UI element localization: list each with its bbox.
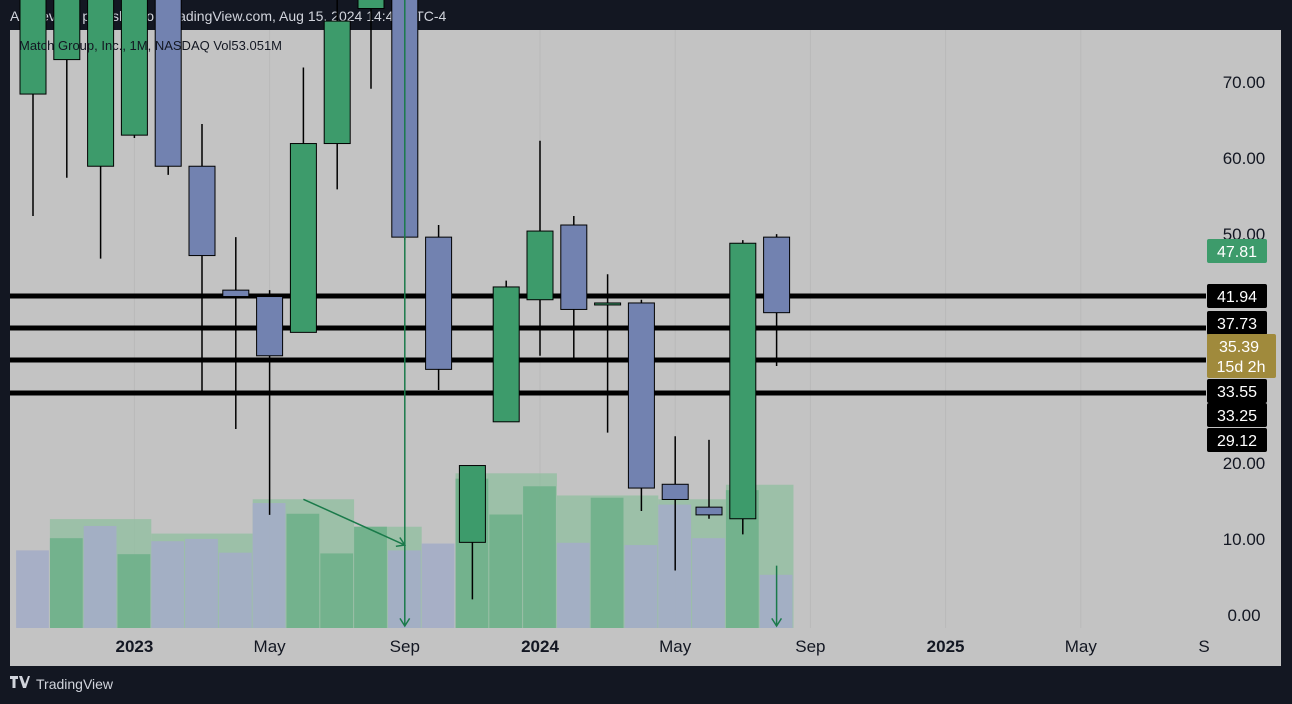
volume-bar <box>692 538 725 628</box>
volume-bar <box>252 503 286 628</box>
candle-body[interactable] <box>188 165 216 257</box>
x-axis-tick: 2023 <box>115 637 153 656</box>
volume-bar <box>151 541 185 628</box>
candle-body[interactable] <box>87 0 115 167</box>
volume-bar <box>354 526 387 628</box>
tradingview-logo-icon <box>10 676 30 690</box>
candle-body[interactable] <box>627 302 655 489</box>
level-tag <box>1207 428 1267 452</box>
x-axis-tick: May <box>1065 637 1098 656</box>
candle-body[interactable] <box>729 242 757 520</box>
candle-body[interactable] <box>154 0 182 167</box>
down-arrow-head <box>399 617 411 628</box>
volume-bar <box>16 550 49 628</box>
y-axis-tick: 70.00 <box>1223 73 1266 92</box>
candle-body[interactable] <box>560 224 588 310</box>
candle-body[interactable] <box>19 0 47 95</box>
candle-body[interactable] <box>425 236 453 370</box>
y-axis-tick: 10.00 <box>1223 530 1266 549</box>
candle-body[interactable] <box>594 302 622 306</box>
level-tag-text: 29.12 <box>1217 433 1257 450</box>
candle-body[interactable] <box>289 143 317 333</box>
candle-body[interactable] <box>256 296 284 357</box>
x-axis-tick: Sep <box>390 637 420 656</box>
candle-body[interactable] <box>222 289 250 298</box>
level-tag-text: 41.94 <box>1217 289 1257 306</box>
symbol-legend: Match Group, Inc., 1M, NASDAQ Vol53.051M <box>19 38 282 53</box>
candle-body[interactable] <box>120 0 148 136</box>
x-axis-tick: 2024 <box>521 637 559 656</box>
last-price-tag <box>1207 239 1267 263</box>
y-axis-tick: 20.00 <box>1223 454 1266 473</box>
x-axis-tick: May <box>254 637 287 656</box>
x-axis-tick: 2025 <box>927 637 965 656</box>
volume-bar <box>218 552 252 628</box>
level-tag <box>1207 311 1267 335</box>
footer: TradingView <box>10 676 113 692</box>
trend-arrow-line <box>303 498 406 546</box>
level-tag-text: 33.25 <box>1217 408 1257 425</box>
candle-body[interactable] <box>492 286 520 423</box>
footer-brand: TradingView <box>36 676 114 692</box>
level-tag <box>1207 379 1267 403</box>
candle-body[interactable] <box>323 20 351 145</box>
level-tag <box>1207 284 1267 308</box>
level-tag-text: 33.55 <box>1217 384 1257 401</box>
x-axis-tick: S <box>1198 637 1209 656</box>
x-axis-tick: May <box>659 637 692 656</box>
volume-bar <box>523 486 556 628</box>
volume-bar <box>83 525 117 628</box>
countdown-text: 15d 2h <box>1217 359 1266 376</box>
volume-bar <box>489 514 523 628</box>
current-price-text: 35.39 <box>1219 339 1259 356</box>
candle-body[interactable] <box>357 0 385 10</box>
level-tag-text: 37.73 <box>1217 316 1257 333</box>
volume-bar <box>590 497 624 628</box>
volume-bar <box>286 513 320 628</box>
candle-body[interactable] <box>53 0 81 61</box>
candle-body[interactable] <box>763 236 791 314</box>
level-tag <box>1207 403 1267 427</box>
volume-bar <box>421 543 455 628</box>
candle-body[interactable] <box>526 230 554 301</box>
candle-body[interactable] <box>458 465 486 543</box>
volume-bar <box>185 538 218 628</box>
volume-bar <box>117 554 151 628</box>
volume-bar <box>49 538 83 628</box>
volume-bar <box>320 553 354 628</box>
candle-body[interactable] <box>661 483 689 500</box>
candle-body[interactable] <box>695 506 723 516</box>
last-price-tag-text: 47.81 <box>1217 244 1257 261</box>
y-axis-tick: 0.00 <box>1227 606 1260 625</box>
down-arrow-head <box>771 617 783 628</box>
volume-bar <box>556 542 590 628</box>
volume-bar <box>624 545 658 628</box>
current-price-tag <box>1207 334 1276 378</box>
y-axis-tick: 60.00 <box>1223 149 1266 168</box>
x-axis-tick: Sep <box>795 637 825 656</box>
